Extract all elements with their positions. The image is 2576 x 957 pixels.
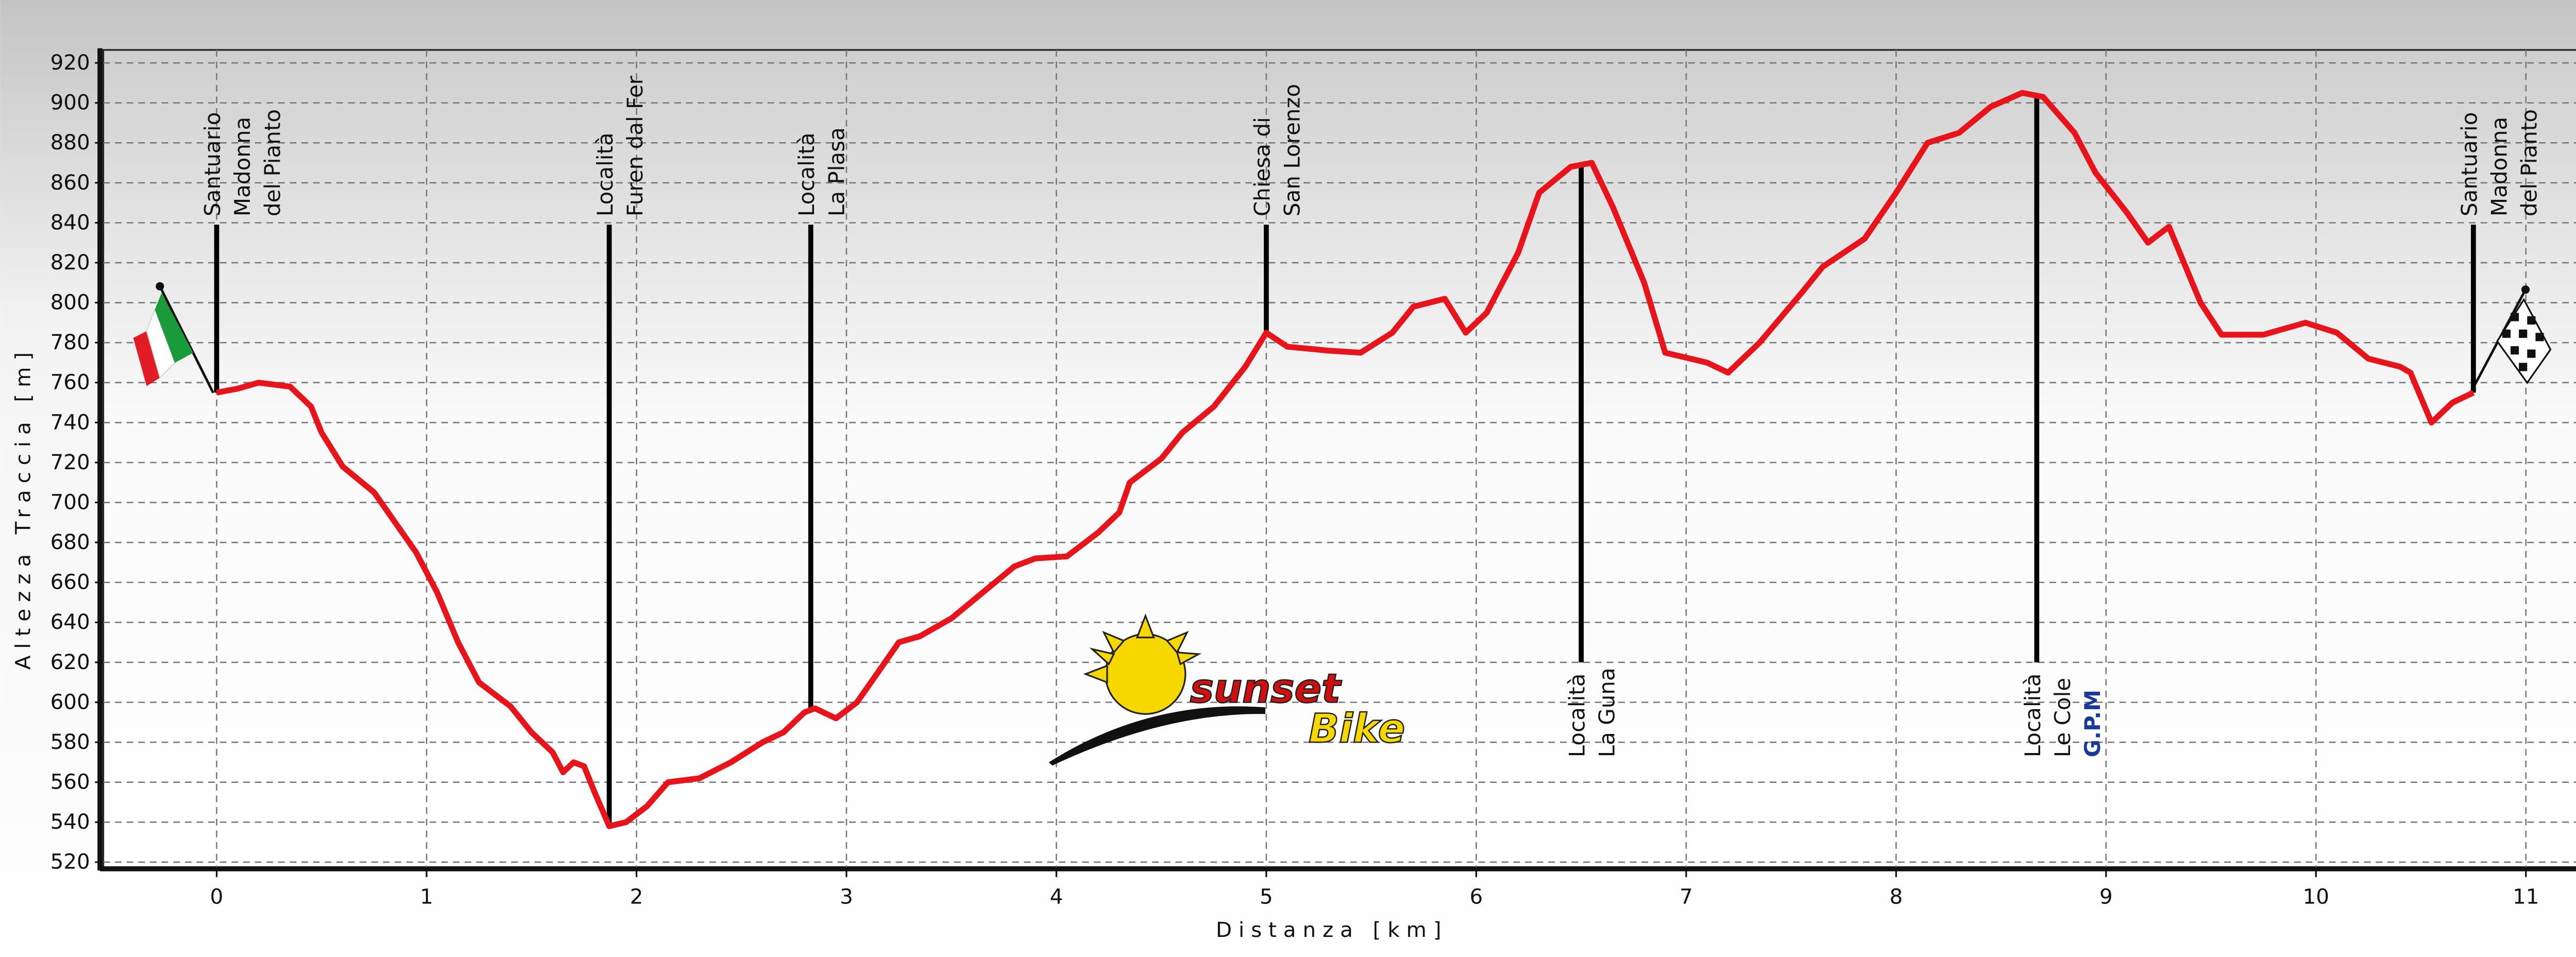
y-tick-label: 700: [50, 490, 90, 514]
start-flag: [133, 282, 214, 394]
y-tick-label: 620: [50, 650, 90, 674]
x-tick-label: 5: [1260, 885, 1273, 909]
flag-knob: [2521, 285, 2530, 294]
y-tick-label: 680: [50, 530, 90, 554]
annotation-text: Località: [2020, 674, 2045, 758]
y-tick-label: 860: [50, 170, 90, 195]
annotation-text: San Lorenzo: [1280, 84, 1305, 216]
x-tick-label: 1: [420, 885, 433, 909]
y-tick-label: 760: [50, 370, 90, 395]
annotation-text: La Guna: [1595, 668, 1620, 757]
grid: [103, 49, 2576, 867]
flag-checks: [2502, 313, 2544, 371]
x-tick-label: 0: [210, 885, 224, 909]
flag-green: [155, 293, 193, 363]
y-tick-label: 660: [50, 570, 90, 594]
logo-text: sunset: [1190, 666, 1342, 712]
y-tick-label: 720: [50, 450, 90, 474]
y-tick-label: 560: [50, 770, 90, 794]
x-tick-label: 9: [2099, 885, 2113, 909]
ticks: 5205405605806006206406606807007207407607…: [50, 50, 2539, 909]
annotation-text: Chiesa di: [1249, 117, 1275, 216]
y-tick-label: 880: [50, 130, 90, 155]
logo-swoosh: [1048, 706, 1265, 766]
y-tick-label: 840: [50, 210, 90, 234]
flag-red: [133, 331, 160, 386]
x-tick-label: 8: [1889, 885, 1903, 909]
y-tick-label: 740: [50, 410, 90, 434]
logo: sunset Bike: [1048, 613, 1406, 766]
x-tick-label: 4: [1050, 885, 1063, 909]
y-tick-label: 920: [50, 50, 90, 75]
y-tick-label: 580: [50, 730, 90, 754]
flag-pole: [159, 285, 214, 394]
x-tick-label: 7: [1680, 885, 1693, 909]
annotation-text: Santuario: [2456, 112, 2482, 216]
logo-rays: [1083, 613, 1202, 684]
x-axis-label: Distanza [km]: [1216, 918, 1448, 942]
y-tick-label: 600: [50, 690, 90, 714]
annotation-text: Le Cole: [2050, 678, 2075, 757]
annotation-text: Località: [1565, 674, 1590, 758]
annotation-text: Madonna: [230, 117, 255, 216]
annotation-text: Località: [794, 132, 819, 216]
y-tick-label: 640: [50, 610, 90, 634]
annotations: Santuario Madonna del Pianto Località Furen …: [200, 75, 2542, 826]
annotation-text: Furen dal Fer: [622, 75, 648, 216]
finish-flag: [2469, 285, 2552, 394]
elevation-line: [216, 90, 2475, 829]
annotation-text: Santuario: [200, 112, 225, 216]
x-tick-label: 6: [1470, 885, 1483, 909]
flag-white: [146, 308, 176, 379]
x-tick-label: 10: [2303, 885, 2329, 909]
x-tick-label: 2: [630, 885, 643, 909]
y-tick-label: 800: [50, 290, 90, 315]
y-tick-label: 520: [50, 850, 90, 874]
y-tick-label: 820: [50, 250, 90, 275]
logo-subtext: Bike: [1309, 706, 1405, 752]
annotation-text: La Plasa: [824, 127, 849, 216]
y-tick-label: 540: [50, 810, 90, 834]
x-tick-label: 3: [840, 885, 853, 909]
annotation-text: del Pianto: [260, 109, 285, 216]
annotation-text: Località: [592, 132, 618, 216]
y-tick-label: 780: [50, 330, 90, 354]
annotation-note: G.P.M: [2080, 690, 2105, 757]
y-axis-label: Altezza Traccia [m]: [11, 346, 35, 670]
plot-area: [102, 49, 2576, 868]
y-tick-label: 900: [50, 91, 90, 115]
x-tick-label: 11: [2513, 885, 2539, 909]
annotation-text: del Pianto: [2517, 109, 2542, 216]
annotation-text: Madonna: [2486, 117, 2512, 216]
flag-knob: [156, 282, 164, 290]
